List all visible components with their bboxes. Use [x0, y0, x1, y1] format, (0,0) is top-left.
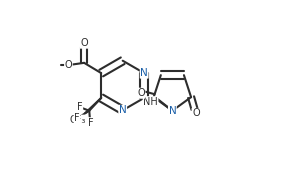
Text: F: F [77, 102, 83, 112]
Text: O: O [192, 108, 200, 118]
Text: N: N [140, 68, 148, 78]
Text: O: O [65, 60, 72, 70]
Text: N: N [119, 105, 127, 115]
Text: N: N [168, 106, 176, 116]
Text: F: F [88, 118, 94, 128]
Text: F: F [74, 113, 80, 123]
Text: NH: NH [143, 97, 158, 107]
Text: O: O [80, 38, 88, 48]
Text: O: O [137, 88, 145, 98]
Text: CF₃: CF₃ [70, 115, 86, 125]
